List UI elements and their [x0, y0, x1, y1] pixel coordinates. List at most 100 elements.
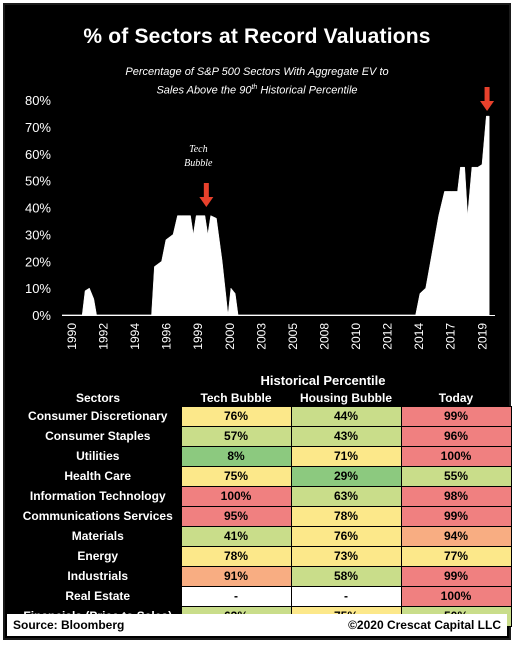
housing-bubble-cell: 63%	[290, 486, 402, 507]
subtitle-sup: th	[251, 84, 258, 91]
area-chart: 0% 10% 20% 30% 40% 50% 60% 70% 80% 1990 1992 1994 19…	[25, 87, 495, 350]
housing-bubble-cell: 73%	[290, 546, 402, 567]
y-tick-label: 50%	[25, 174, 51, 189]
figure-frame: % of Sectors at Record Valuations Percen…	[3, 3, 512, 640]
x-tick-label: 2019	[475, 323, 489, 350]
y-tick-label: 0%	[32, 308, 51, 323]
housing-bubble-cell: 58%	[290, 566, 402, 587]
y-tick-label: 40%	[25, 201, 51, 216]
annotation-bubble: Bubble	[184, 158, 213, 169]
chart-title: % of Sectors at Record Valuations	[83, 25, 431, 48]
x-tick-label: 1990	[65, 323, 79, 350]
header-housing-bubble: Housing Bubble	[300, 391, 392, 405]
y-tick-label: 60%	[25, 147, 51, 162]
tech-bubble-cell: 91%	[180, 566, 292, 587]
today-cell: 94%	[400, 526, 512, 547]
today-cell: 99%	[400, 506, 512, 527]
tech-bubble-cell: 8%	[180, 446, 292, 467]
tech-bubble-cell: 78%	[180, 546, 292, 567]
chart-subtitle: Percentage of S&P 500 Sectors With Aggre…	[5, 65, 509, 99]
table-row: Real Estate - -100%	[15, 586, 512, 607]
table-row: Materials 41% 76% 94%	[15, 526, 512, 547]
red-arrow-head	[480, 101, 495, 111]
subtitle-line-2-pre: Sales Above the 90	[156, 84, 252, 97]
x-tick-label: 2017	[444, 323, 458, 350]
source-text: Source: Bloomberg	[13, 618, 125, 632]
sector-name: Utilities	[15, 446, 181, 467]
x-tick-label: 1999	[191, 323, 205, 350]
sector-name: Health Care	[15, 466, 181, 487]
tech-bubble-cell: 95%	[180, 506, 292, 527]
table-row: Consumer Staples 57% 43% 96%	[15, 426, 512, 447]
red-arrow-shaft	[203, 183, 209, 197]
percentile-table: Sectors Tech Bubble Housing Bubble Today…	[15, 390, 512, 627]
housing-bubble-cell: 71%	[290, 446, 402, 467]
tech-bubble-cell: -	[180, 586, 292, 607]
tech-bubble-cell: 100%	[180, 486, 292, 507]
red-arrow-shaft	[484, 87, 490, 101]
today-cell: 96%	[400, 426, 512, 447]
today-cell: 55%	[400, 466, 512, 487]
today-cell: 99%	[400, 406, 512, 427]
housing-bubble-cell: 76%	[290, 526, 402, 547]
housing-bubble-cell: 29%	[290, 466, 402, 487]
sector-name: Information Technology	[15, 486, 181, 507]
x-tick-label: 2010	[349, 323, 363, 350]
tech-bubble-cell: 57%	[180, 426, 292, 447]
subtitle-line-2-post: Historical Percentile	[257, 84, 358, 97]
x-tick-label: 1992	[97, 323, 111, 350]
annotation-tech: Tech	[189, 144, 208, 155]
table-row: Communications Services 95% 78% 99%	[15, 506, 512, 527]
subtitle-line-1: Percentage of S&P 500 Sectors With Aggre…	[125, 66, 389, 78]
x-tick-label: 2000	[223, 323, 237, 350]
sector-name: Consumer Staples	[15, 426, 181, 447]
x-tick-label: 2003	[254, 323, 268, 350]
x-tick-label: 1996	[160, 323, 174, 350]
today-cell: 77%	[400, 546, 512, 567]
x-tick-label: 2014	[412, 323, 426, 350]
sector-name: Consumer Discretionary	[15, 406, 181, 427]
table-row: Information Technology 100% 63% 98%	[15, 486, 512, 507]
table-title: Historical Percentile	[260, 373, 386, 388]
table-row: Health Care 75% 29% 55%	[15, 466, 512, 487]
header-tech-bubble: Tech Bubble	[200, 391, 272, 405]
y-tick-label: 10%	[25, 281, 51, 296]
footer: Source: Bloomberg ©2020 Crescat Capital …	[7, 614, 507, 636]
series-area	[62, 115, 490, 316]
tech-bubble-cell: 75%	[180, 466, 292, 487]
tech-bubble-cell: 41%	[180, 526, 292, 547]
today-cell: 99%	[400, 566, 512, 587]
subtitle-line-2: Sales Above the 90th Historical Percenti…	[5, 80, 509, 99]
x-tick-label: 2005	[286, 323, 300, 350]
today-cell: 100%	[400, 446, 512, 467]
sector-name: Communications Services	[15, 506, 181, 527]
y-tick-label: 70%	[25, 120, 51, 135]
sector-name: Materials	[15, 526, 181, 547]
x-tick-label: 2008	[317, 323, 331, 350]
red-arrow-head	[199, 197, 214, 207]
sector-name: Real Estate	[15, 586, 181, 607]
today-cell: 100%	[400, 586, 512, 607]
y-tick-label: 30%	[25, 227, 51, 242]
table-body: Consumer Discretionary 76% 44% 99% Consumer …	[15, 406, 512, 627]
sector-name: Industrials	[15, 566, 181, 587]
today-cell: 98%	[400, 486, 512, 507]
table-row: Consumer Discretionary 76% 44% 99%	[15, 406, 512, 427]
copyright-text: ©2020 Crescat Capital LLC	[348, 618, 501, 632]
housing-bubble-cell: 44%	[290, 406, 402, 427]
y-tick-label: 80%	[25, 93, 51, 108]
x-tick-label: 2012	[381, 323, 395, 350]
header-sectors: Sectors	[75, 391, 121, 406]
x-tick-label: 1994	[128, 323, 142, 350]
percentile-table-section: Historical Percentile Sectors Tech Bubbl…	[15, 372, 512, 627]
housing-bubble-cell: 43%	[290, 426, 402, 447]
y-tick-label: 20%	[25, 254, 51, 269]
housing-bubble-cell: 78%	[290, 506, 402, 527]
table-header-row: Sectors Tech Bubble Housing Bubble Today	[15, 390, 511, 407]
header-today: Today	[438, 391, 474, 405]
table-row: Energy 78% 73% 77%	[15, 546, 512, 567]
tech-bubble-cell: 76%	[180, 406, 292, 427]
table-row: Industrials 91% 58% 99%	[15, 566, 512, 587]
sector-name: Energy	[15, 546, 181, 567]
housing-bubble-cell: -	[290, 586, 402, 607]
